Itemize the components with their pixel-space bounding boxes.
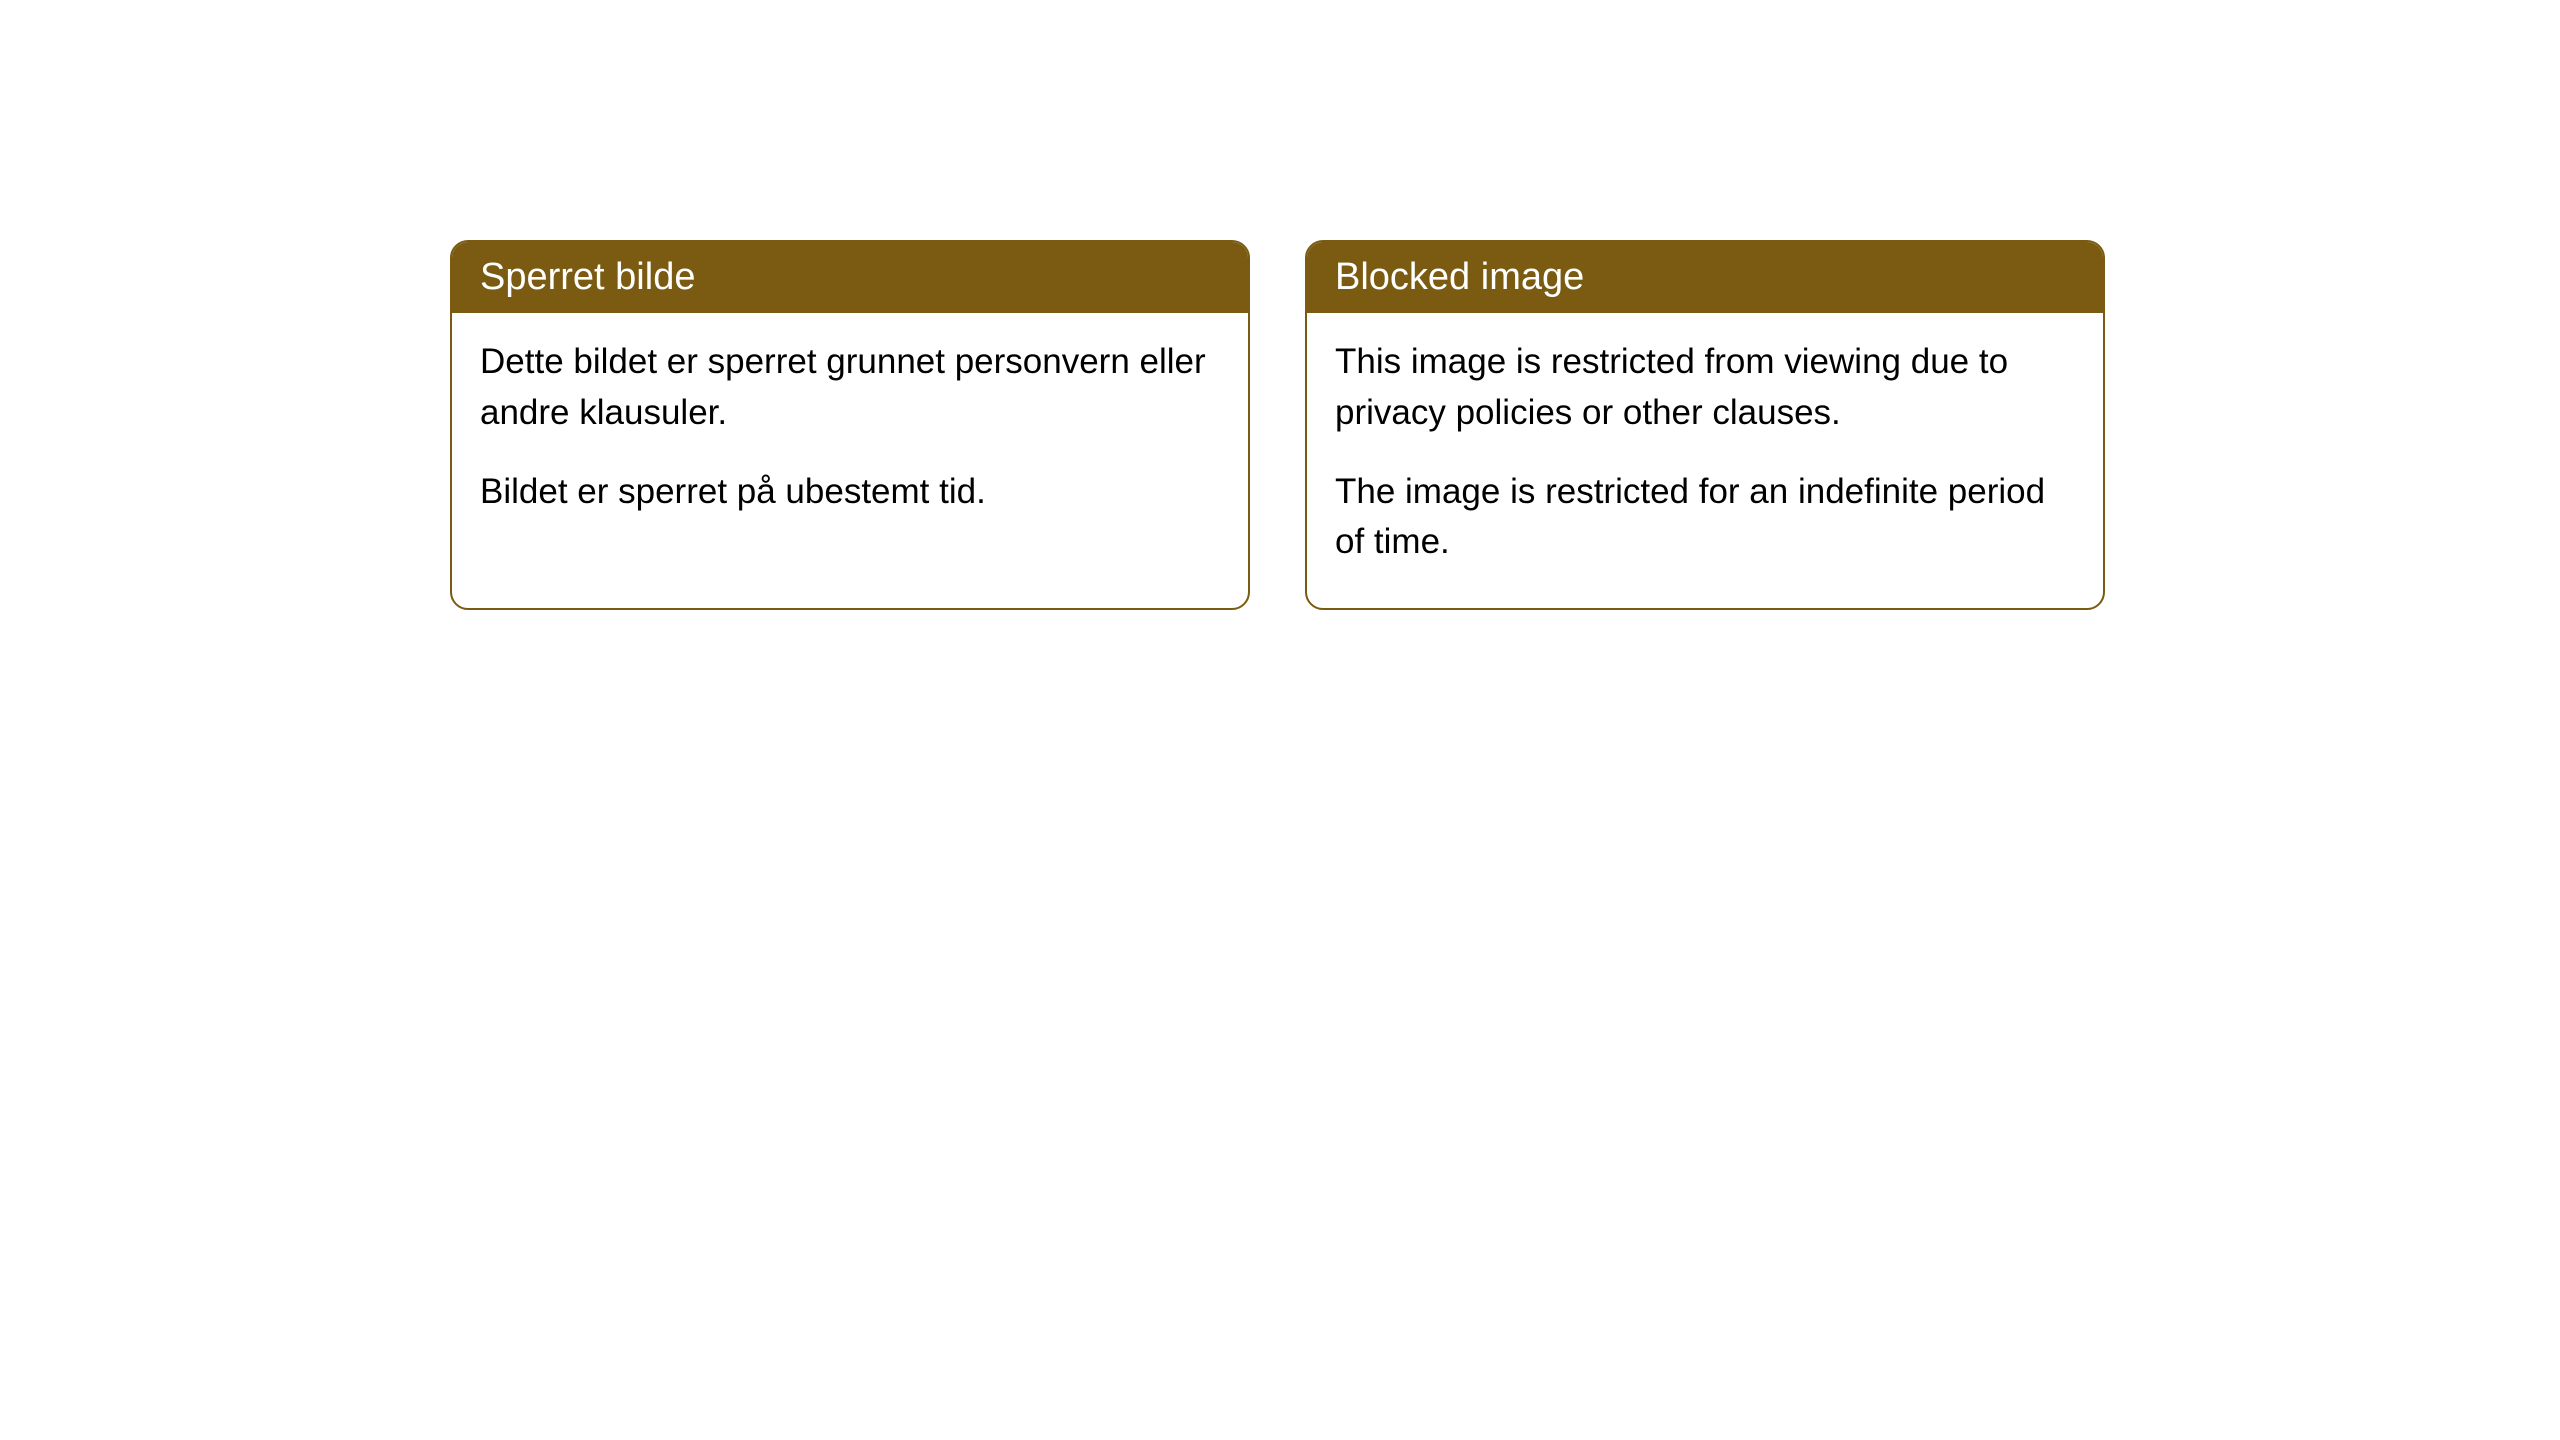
card-body-english: This image is restricted from viewing du…: [1307, 313, 2103, 608]
card-header-norwegian: Sperret bilde: [452, 242, 1248, 313]
card-norwegian: Sperret bilde Dette bildet er sperret gr…: [450, 240, 1250, 610]
card-paragraph1-norwegian: Dette bildet er sperret grunnet personve…: [480, 337, 1220, 439]
card-title-norwegian: Sperret bilde: [480, 256, 695, 298]
card-body-norwegian: Dette bildet er sperret grunnet personve…: [452, 313, 1248, 557]
card-paragraph2-norwegian: Bildet er sperret på ubestemt tid.: [480, 467, 1220, 518]
card-paragraph2-english: The image is restricted for an indefinit…: [1335, 467, 2075, 569]
card-header-english: Blocked image: [1307, 242, 2103, 313]
card-title-english: Blocked image: [1335, 256, 1584, 298]
card-english: Blocked image This image is restricted f…: [1305, 240, 2105, 610]
cards-container: Sperret bilde Dette bildet er sperret gr…: [450, 240, 2560, 610]
card-paragraph1-english: This image is restricted from viewing du…: [1335, 337, 2075, 439]
